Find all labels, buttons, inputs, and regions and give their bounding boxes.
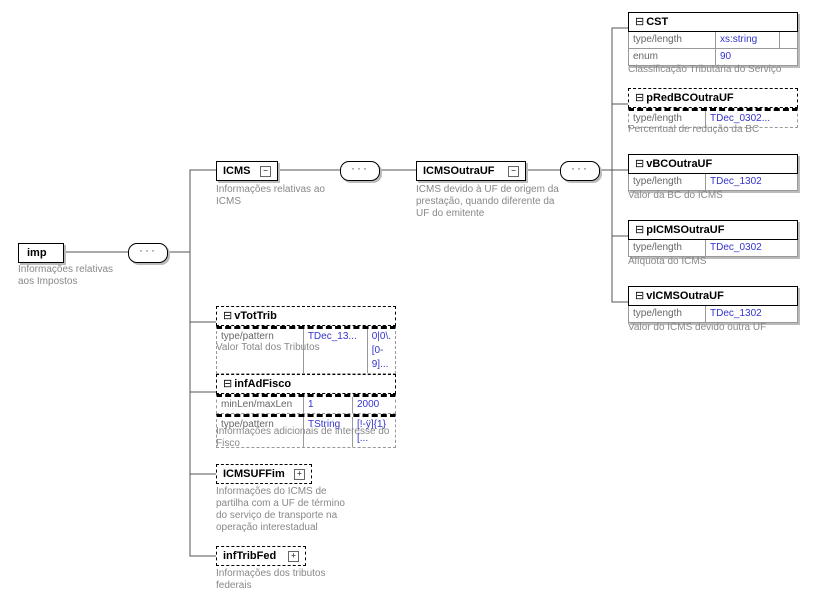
- predbc-label: pRedBCOutraUF: [646, 91, 733, 105]
- icmsoutrauf-desc: ICMS devido à UF de origem da prestação,…: [416, 184, 566, 220]
- vbc-label: vBCOutraUF: [646, 157, 712, 171]
- cst-label: CST: [646, 15, 668, 29]
- inftribfed-label: infTribFed: [223, 549, 276, 563]
- expand-icon: +: [288, 551, 299, 562]
- predbc-desc: Percentual de redução da BC: [628, 124, 759, 136]
- node-vtottrib: ⊟vTotTrib type/patternTDec_13...0|0\.[0-…: [216, 306, 396, 374]
- icms-desc: Informações relativas ao ICMS: [216, 184, 336, 208]
- node-predbcoutrauf: ⊟pRedBCOutraUF type/lengthTDec_0302...: [628, 88, 798, 128]
- imp-desc: Informações relativas aos Impostos: [18, 264, 128, 288]
- icmsuffim-label: ICMSUFFim: [223, 467, 285, 481]
- icms-label: ICMS: [223, 164, 251, 178]
- node-vbcoutrauf: ⊟vBCOutraUF type/lengthTDec_1302: [628, 154, 798, 191]
- sequence-icms: [340, 161, 380, 181]
- node-vicmsoutrauf: ⊟vICMSOutraUF type/lengthTDec_1302: [628, 286, 798, 323]
- node-inftribfed: infTribFed +: [216, 546, 306, 566]
- infadfisco-label: infAdFisco: [234, 377, 291, 391]
- sequence-icmsoutrauf: [560, 161, 600, 181]
- vicms-label: vICMSOutraUF: [646, 289, 724, 303]
- imp-label: imp: [27, 246, 47, 260]
- inftribfed-desc: Informações dos tributos federais: [216, 568, 336, 592]
- cst-desc: Classificação Tributária do Serviço: [628, 64, 781, 76]
- vicms-desc: Valor do ICMS devido outra UF: [628, 322, 766, 334]
- icmsoutrauf-label: ICMSOutraUF: [423, 164, 495, 178]
- expand-icon: −: [260, 166, 271, 177]
- vbc-desc: Valor da BC do ICMS: [628, 190, 723, 202]
- expand-icon: +: [294, 469, 305, 480]
- node-icms: ICMS−: [216, 161, 278, 181]
- vtottrib-desc: Valor Total dos Tributos: [216, 342, 320, 354]
- node-cst: ⊟CST type/lengthxs:string enum90: [628, 12, 798, 66]
- picms-desc: Alíquota do ICMS: [628, 256, 706, 268]
- node-icmsuffim: ICMSUFFim +: [216, 464, 312, 484]
- vtottrib-label: vTotTrib: [234, 309, 277, 323]
- sequence-imp: [128, 243, 168, 263]
- node-imp: imp: [18, 243, 64, 263]
- node-icmsoutrauf: ICMSOutraUF −: [416, 161, 526, 181]
- expand-icon: −: [508, 166, 519, 177]
- infadfisco-desc: Informações adicionais de interesse do F…: [216, 426, 416, 450]
- node-picmsoutrauf: ⊟pICMSOutraUF type/lengthTDec_0302: [628, 220, 798, 257]
- picms-label: pICMSOutraUF: [646, 223, 724, 237]
- icmsuffim-desc: Informações do ICMS de partilha com a UF…: [216, 486, 346, 534]
